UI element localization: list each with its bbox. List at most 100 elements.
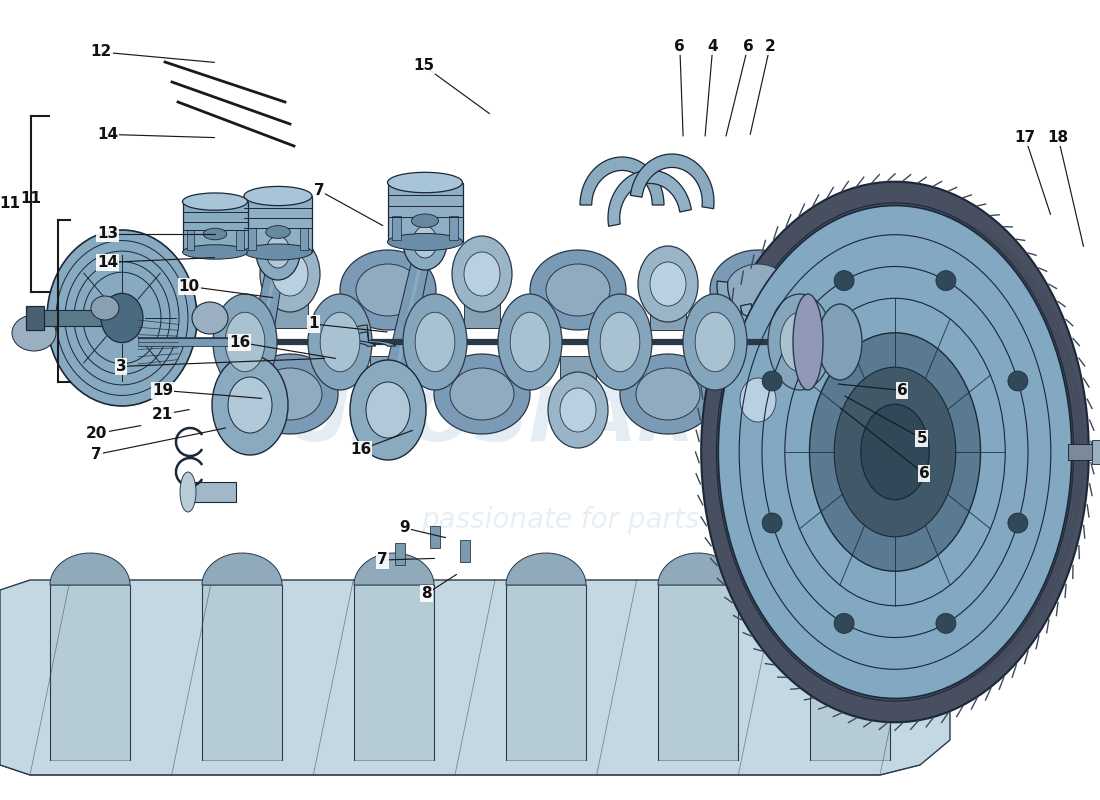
Text: 11: 11 — [0, 197, 21, 211]
Polygon shape — [376, 240, 433, 413]
Ellipse shape — [91, 296, 119, 320]
Ellipse shape — [718, 206, 1071, 698]
Ellipse shape — [242, 354, 338, 434]
Text: 6: 6 — [674, 39, 685, 54]
Ellipse shape — [226, 312, 265, 372]
Ellipse shape — [350, 360, 426, 460]
Ellipse shape — [810, 333, 980, 571]
Polygon shape — [202, 553, 282, 585]
Ellipse shape — [636, 368, 700, 420]
Text: 16: 16 — [229, 335, 251, 350]
Ellipse shape — [861, 404, 930, 500]
Text: 6: 6 — [918, 466, 930, 481]
Text: 19: 19 — [152, 383, 174, 398]
Polygon shape — [580, 157, 664, 205]
Ellipse shape — [434, 354, 530, 434]
Ellipse shape — [358, 372, 418, 448]
Ellipse shape — [936, 614, 956, 634]
Polygon shape — [202, 585, 282, 760]
Ellipse shape — [366, 382, 410, 438]
Polygon shape — [740, 290, 816, 343]
Text: 3: 3 — [116, 359, 127, 374]
Ellipse shape — [560, 388, 596, 432]
Text: 7: 7 — [314, 183, 324, 198]
Text: 10: 10 — [178, 279, 200, 294]
Polygon shape — [608, 170, 692, 226]
Ellipse shape — [683, 294, 747, 390]
Text: 14: 14 — [97, 127, 119, 142]
Polygon shape — [810, 585, 890, 760]
Polygon shape — [0, 570, 950, 775]
Ellipse shape — [452, 236, 512, 312]
Ellipse shape — [180, 472, 196, 512]
Polygon shape — [50, 553, 130, 585]
Ellipse shape — [638, 246, 698, 322]
Ellipse shape — [266, 226, 290, 238]
Ellipse shape — [510, 312, 550, 372]
Ellipse shape — [768, 294, 832, 390]
Polygon shape — [658, 585, 738, 760]
Ellipse shape — [204, 228, 227, 240]
Text: 2: 2 — [764, 39, 776, 54]
Ellipse shape — [601, 312, 640, 372]
Ellipse shape — [260, 236, 320, 312]
Ellipse shape — [762, 513, 782, 533]
Ellipse shape — [780, 312, 820, 372]
Ellipse shape — [530, 250, 626, 330]
Text: 12: 12 — [90, 45, 112, 59]
Ellipse shape — [936, 270, 956, 290]
Polygon shape — [630, 154, 714, 209]
Polygon shape — [506, 585, 586, 760]
Ellipse shape — [340, 250, 436, 330]
Ellipse shape — [183, 193, 248, 210]
Ellipse shape — [588, 294, 652, 390]
Ellipse shape — [740, 378, 776, 422]
Text: 8: 8 — [421, 586, 432, 601]
Text: 7: 7 — [91, 447, 102, 462]
Ellipse shape — [370, 388, 406, 432]
Ellipse shape — [244, 244, 312, 260]
Bar — [300, 227, 308, 250]
Bar — [460, 540, 470, 562]
Ellipse shape — [256, 224, 300, 280]
Ellipse shape — [228, 377, 272, 433]
Ellipse shape — [212, 355, 288, 455]
Text: 14: 14 — [97, 255, 119, 270]
Ellipse shape — [258, 368, 322, 420]
Polygon shape — [506, 553, 586, 585]
Polygon shape — [717, 281, 793, 330]
Polygon shape — [810, 553, 890, 585]
Ellipse shape — [620, 354, 716, 434]
Ellipse shape — [834, 270, 854, 290]
Polygon shape — [272, 284, 308, 328]
Ellipse shape — [464, 252, 500, 296]
Ellipse shape — [546, 264, 611, 316]
Ellipse shape — [1008, 513, 1027, 533]
Ellipse shape — [47, 230, 197, 406]
Ellipse shape — [192, 302, 228, 334]
Ellipse shape — [716, 203, 1074, 701]
Polygon shape — [50, 585, 130, 760]
Ellipse shape — [793, 294, 823, 390]
Ellipse shape — [650, 262, 686, 306]
Polygon shape — [354, 585, 434, 760]
Bar — [430, 526, 440, 548]
Ellipse shape — [266, 236, 290, 268]
Ellipse shape — [834, 367, 956, 537]
Polygon shape — [650, 293, 686, 330]
Ellipse shape — [498, 294, 562, 390]
Text: 5: 5 — [916, 431, 927, 446]
Text: 18: 18 — [1047, 130, 1069, 145]
Polygon shape — [320, 325, 376, 346]
Ellipse shape — [403, 294, 467, 390]
Polygon shape — [340, 325, 396, 346]
Ellipse shape — [710, 250, 806, 330]
Ellipse shape — [412, 226, 437, 258]
Text: 1: 1 — [308, 317, 319, 331]
Bar — [392, 216, 400, 240]
Ellipse shape — [728, 362, 788, 438]
Ellipse shape — [387, 234, 462, 250]
Polygon shape — [239, 250, 286, 407]
Ellipse shape — [356, 264, 420, 316]
Polygon shape — [354, 553, 434, 585]
